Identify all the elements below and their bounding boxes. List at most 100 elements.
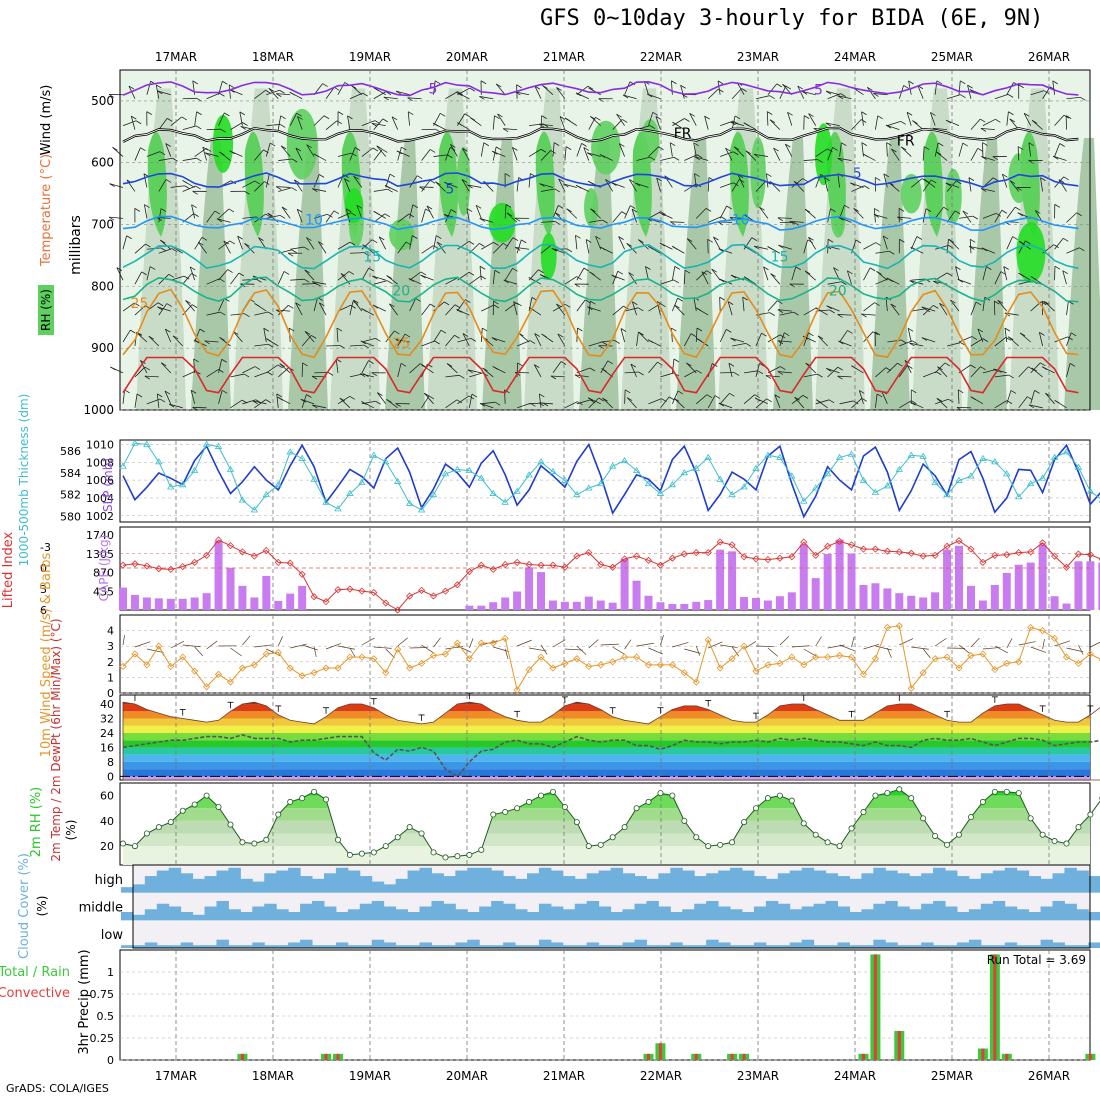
rh-point bbox=[1039, 831, 1046, 838]
cloud-bar bbox=[956, 912, 970, 921]
wind-barb-flag bbox=[1045, 392, 1051, 397]
wind-barb bbox=[803, 239, 809, 254]
surface-wind-barb bbox=[887, 647, 892, 658]
cape-bar bbox=[142, 597, 151, 610]
wind-barb bbox=[457, 337, 472, 343]
wind-barb bbox=[713, 236, 721, 250]
wind-barb bbox=[540, 150, 551, 161]
wind-barb-flag bbox=[1017, 212, 1024, 217]
wind-barb-flag bbox=[280, 115, 286, 120]
wind-barb bbox=[491, 337, 506, 343]
wind-barb-flag bbox=[181, 116, 187, 121]
cloud-bar bbox=[371, 900, 385, 921]
wind-barb-flag bbox=[389, 303, 395, 308]
wind-barb bbox=[230, 399, 243, 409]
wind-barb bbox=[295, 302, 303, 316]
top-date-label: 25MAR bbox=[931, 50, 973, 64]
wind-barb bbox=[165, 143, 172, 157]
wind-barb bbox=[158, 118, 168, 130]
cape-bar bbox=[238, 585, 247, 610]
bottom-date-label: 23MAR bbox=[737, 1069, 779, 1083]
wind-barb-flag bbox=[350, 212, 356, 217]
wind-barb-flag bbox=[291, 158, 298, 163]
wind-barb bbox=[934, 142, 939, 157]
isotherm-label: 20 bbox=[392, 284, 410, 300]
cloud-level-label: middle bbox=[79, 901, 123, 916]
wind-barb-flag bbox=[948, 398, 954, 403]
wind-barb-flag bbox=[565, 303, 571, 308]
wind-barb-flag bbox=[717, 80, 724, 85]
wind-barb-flag bbox=[638, 239, 644, 243]
wind-barb bbox=[736, 82, 745, 95]
wind-barb-flag bbox=[583, 267, 590, 272]
wind-barb-flag bbox=[962, 142, 968, 147]
wind-barb bbox=[194, 237, 203, 250]
wind-barb-flag bbox=[1069, 363, 1076, 367]
wind-barb-flag bbox=[205, 148, 212, 152]
wind-barb-flag bbox=[165, 179, 172, 183]
wind-barb bbox=[314, 371, 329, 374]
wind-barb bbox=[376, 145, 387, 157]
wind-barb-flag bbox=[238, 272, 245, 277]
cloud-bar bbox=[873, 903, 886, 921]
wind-barb-flag bbox=[876, 271, 882, 275]
rh-point bbox=[549, 788, 556, 795]
wind-barb bbox=[982, 212, 997, 219]
wind-barb-flag bbox=[395, 403, 401, 407]
thickness-point bbox=[119, 462, 127, 469]
thickness-point bbox=[1086, 487, 1095, 494]
wind-barb-flag bbox=[837, 366, 843, 371]
cape-bar bbox=[895, 593, 904, 610]
wind-barb bbox=[804, 270, 816, 281]
wind-barb-flag bbox=[223, 240, 229, 245]
wind-barb-flag bbox=[110, 366, 116, 371]
wind-barb bbox=[302, 283, 317, 285]
wind-barb-flag bbox=[936, 80, 943, 85]
wind-barb-flag bbox=[265, 399, 271, 403]
rh-point bbox=[454, 853, 461, 860]
wind-barb-flag bbox=[359, 373, 366, 378]
wind-barb-flag bbox=[144, 366, 151, 371]
wind-barb-flag bbox=[847, 330, 853, 334]
cape-bar bbox=[990, 585, 999, 610]
wind-barb bbox=[693, 297, 697, 312]
wind-barb bbox=[206, 311, 221, 316]
wind-barb-flag bbox=[538, 269, 544, 274]
cape-bar bbox=[668, 603, 677, 610]
wind-barb-flag bbox=[901, 339, 907, 344]
wind-barb bbox=[602, 397, 613, 409]
cloud-bar bbox=[192, 945, 206, 948]
rh-point bbox=[621, 824, 628, 831]
cape-bar bbox=[166, 598, 175, 610]
isotherm-line bbox=[122, 276, 1079, 303]
cloud-bar bbox=[741, 870, 755, 893]
wind-barb-flag bbox=[198, 241, 204, 246]
cloud-bar bbox=[527, 912, 540, 921]
wind-barb bbox=[278, 187, 292, 192]
wind-barb-flag bbox=[876, 393, 883, 398]
rh-plume bbox=[233, 88, 283, 410]
wind-barb bbox=[164, 328, 172, 343]
wind-speed-point bbox=[1086, 650, 1094, 658]
wind-barb-flag bbox=[492, 150, 498, 155]
surface-wind-barb bbox=[672, 642, 689, 648]
thickness-point bbox=[405, 499, 414, 506]
wind-barb bbox=[921, 306, 936, 312]
wind-barb-flag bbox=[622, 94, 629, 99]
wind-speed-point bbox=[764, 661, 772, 669]
wind-barb bbox=[648, 398, 662, 405]
wind-barb-flag bbox=[461, 179, 468, 183]
wind-barb bbox=[395, 90, 410, 96]
wind-barb bbox=[701, 271, 709, 285]
wind-barb-flag bbox=[668, 396, 675, 401]
wind-barb-flag bbox=[680, 84, 686, 89]
wind-barb-flag bbox=[648, 245, 654, 250]
rh-plume bbox=[870, 138, 910, 410]
wind-barb-flag bbox=[444, 181, 450, 186]
rh-point bbox=[717, 841, 724, 848]
wind-barb-flag bbox=[135, 120, 142, 125]
wind-barb-flag bbox=[387, 280, 393, 285]
wind-barb-flag bbox=[469, 117, 476, 121]
thickness-point bbox=[620, 456, 629, 464]
thickness-point bbox=[393, 477, 402, 484]
